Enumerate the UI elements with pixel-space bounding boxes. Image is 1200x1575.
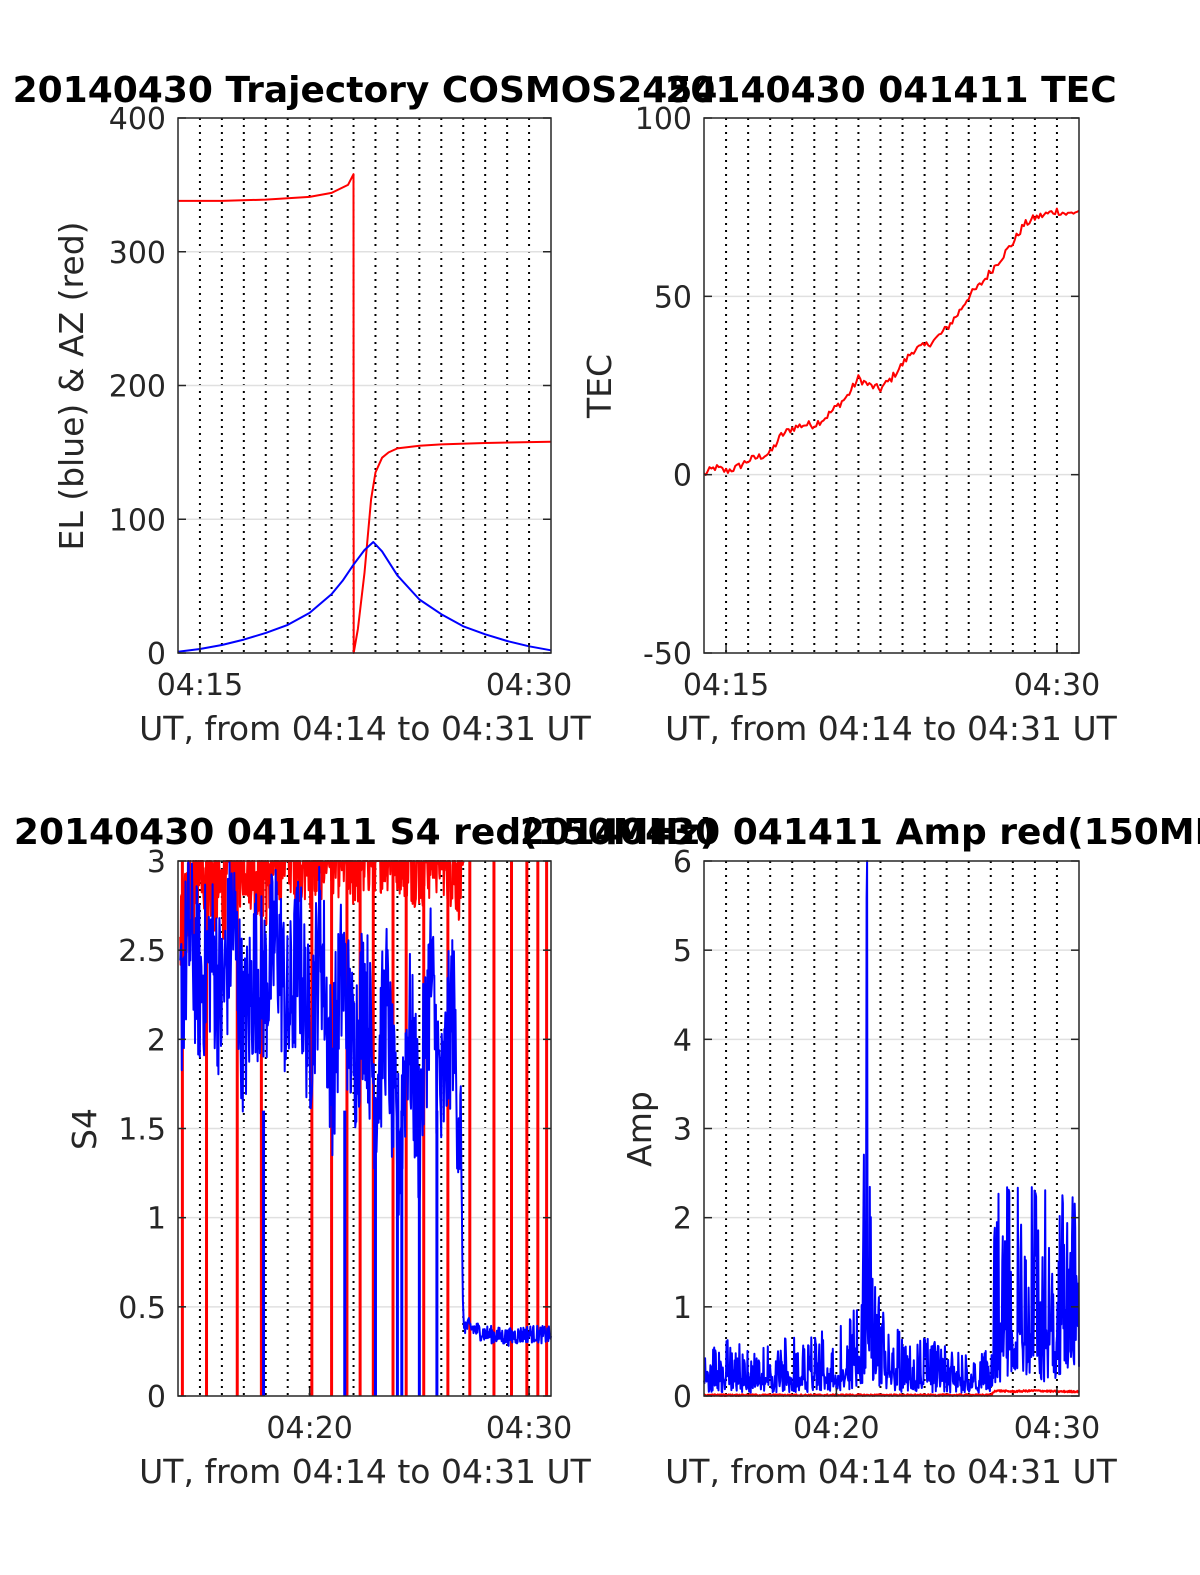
ytick-label: 5 [673,934,692,969]
xtick-label: 04:30 [486,668,572,703]
ytick-label: 2 [147,1023,166,1058]
tec-ylabel: TEC [580,354,619,419]
ytick-label: -50 [643,637,692,672]
ytick-label: 300 [109,236,166,271]
trajectory-panel: 20140430 Trajectory COSMOS2454 0 100 200 30… [13,70,718,748]
ytick-label: 2 [673,1202,692,1237]
amp-xticks: 04:20 04:30 [793,1388,1100,1446]
tec-xlabel: UT, from 04:14 to 04:31 UT [665,709,1118,748]
ytick-label: 0 [147,1380,166,1415]
tec-vgrid [725,118,1058,653]
ytick-label: 3 [147,845,166,880]
s4-red-spikes [180,861,549,1396]
trajectory-hgrid [178,251,551,520]
s4-panel: 20140430 041411 S4 red(150MHz) 0 0.5 1 1.5 2… [14,812,716,1491]
series-line-ff0000 [703,207,1080,476]
ytick-label: 1.5 [118,1113,166,1148]
xtick-label: 04:15 [683,668,769,703]
ytick-label: 400 [109,102,166,137]
s4-xlabel: UT, from 04:14 to 04:31 UT [139,1452,592,1491]
ytick-label: 0.5 [118,1291,166,1326]
tec-yticks: -50 0 50 100 [635,102,1079,672]
series-line-0000ff [177,541,552,653]
ytick-label: 200 [109,370,166,405]
tec-axes-frame [703,117,1080,654]
ytick-label: 100 [635,102,692,137]
xtick-label: 04:30 [1014,1411,1100,1446]
amp-xlabel: UT, from 04:14 to 04:31 UT [665,1452,1118,1491]
xtick-label: 04:30 [1014,668,1100,703]
ytick-label: 0 [147,637,166,672]
s4-yticks: 0 0.5 1 1.5 2 2.5 3 [118,845,551,1415]
ytick-label: 6 [673,845,692,880]
series-line-ff0000 [703,1389,1080,1397]
amp-hgrid [704,949,1079,1308]
xtick-label: 04:20 [793,1411,879,1446]
ytick-label: 100 [109,503,166,538]
ytick-label: 4 [673,1023,692,1058]
ytick-label: 1 [147,1202,166,1237]
trajectory-ylabel: EL (blue) & AZ (red) [52,221,91,550]
xtick-label: 04:30 [486,1411,572,1446]
xtick-label: 04:15 [157,668,243,703]
series-line-ff0000 [178,173,552,654]
series-line-0000ff [703,860,1080,1394]
tec-panel: 20140430 041411 TEC -50 0 50 100 04:15 04:30… [580,70,1118,748]
ytick-label: 50 [654,280,692,315]
tec-series [703,207,1080,476]
amp-yticks: 0 1 2 3 4 5 6 [673,845,1079,1415]
s4-xticks: 04:20 04:30 [266,1388,572,1446]
ytick-label: 0 [673,459,692,494]
trajectory-series [177,173,552,654]
s4-ylabel: S4 [65,1108,104,1150]
ytick-label: 0 [673,1380,692,1415]
amp-title: 20140430 041411 Amp red(150MHz) [520,812,1200,853]
trajectory-xlabel: UT, from 04:14 to 04:31 UT [139,709,592,748]
series-line-0000ff [179,860,552,1347]
ytick-label: 2.5 [118,934,166,969]
amp-ylabel: Amp [620,1091,659,1167]
tec-hgrid [704,295,1079,476]
tec-title: 20140430 041411 TEC [665,70,1116,111]
trajectory-xticks: 04:15 04:30 [157,645,572,703]
trajectory-title: 20140430 Trajectory COSMOS2454 [13,70,718,111]
xtick-label: 04:20 [266,1411,352,1446]
ytick-label: 3 [673,1113,692,1148]
trajectory-yticks: 0 100 200 300 400 [109,102,551,672]
amp-series [703,860,1080,1397]
tec-xticks: 04:15 04:30 [683,645,1100,703]
amp-panel: 20140430 041411 Amp red(150MHz) 0123456 … [520,812,1200,1491]
s4-title: 20140430 041411 S4 red(150MHz) [14,812,716,853]
ytick-label: 1 [673,1291,692,1326]
